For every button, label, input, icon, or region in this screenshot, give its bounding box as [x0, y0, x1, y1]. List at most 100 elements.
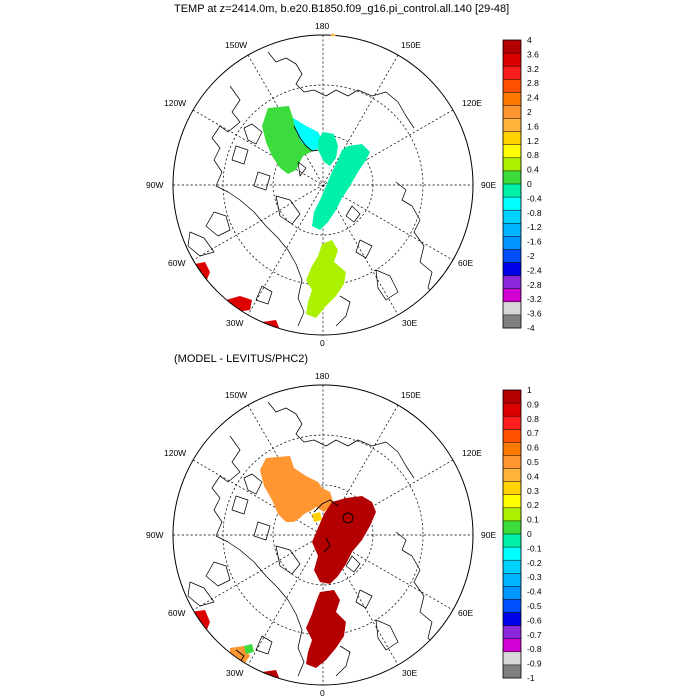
colorbar-box	[503, 416, 521, 430]
top-map-boundary	[172, 34, 474, 336]
colorbar-label: 2.8	[527, 78, 539, 88]
colorbar-box	[503, 573, 521, 587]
colorbar-label: -0.9	[527, 659, 542, 669]
svg-text:60E: 60E	[458, 258, 473, 268]
top-colorbar: 4 3.6 3.2 2.8 2.4 2 1.6 1.2 0.8 0.4 0 -0.4 -0.8 -1.2 -…	[502, 35, 542, 333]
colorbar-box	[503, 314, 521, 329]
colorbar-box	[503, 651, 521, 666]
bottom-colorbar: 1 0.9 0.8 0.7 0.6 0.5 0.4 0.3 0.2 0.1 0 -0.1 -0.2 -0.…	[502, 385, 542, 683]
top-panel-title: TEMP at z=2414.0m, b.e20.B1850.f09_g16.p…	[174, 3, 509, 15]
colorbar-label: -0.7	[527, 630, 542, 640]
svg-text:150E: 150E	[401, 390, 421, 400]
colorbar-box	[503, 118, 521, 132]
svg-text:150W: 150W	[225, 40, 247, 50]
svg-text:60W: 60W	[168, 258, 185, 268]
colorbar-label: 3.6	[527, 49, 539, 59]
top-field-cyan-patch	[293, 118, 322, 151]
colorbar-box	[503, 560, 521, 574]
colorbar-label: 0	[527, 179, 532, 189]
colorbar-label: -0.4	[527, 193, 542, 203]
colorbar-label: 2	[527, 107, 532, 117]
svg-text:90E: 90E	[481, 180, 496, 190]
colorbar-label: -4	[527, 323, 535, 333]
colorbar-label: 0.5	[527, 457, 539, 467]
svg-text:30W: 30W	[226, 668, 243, 678]
colorbar-box	[503, 40, 521, 54]
colorbar-label: -2	[527, 251, 535, 261]
top-map	[173, 35, 473, 335]
colorbar-box	[503, 403, 521, 417]
colorbar-label: 0	[527, 529, 532, 539]
colorbar-box	[503, 197, 521, 211]
svg-text:90E: 90E	[481, 530, 496, 540]
top-field-green-arm	[262, 106, 322, 174]
colorbar-box	[503, 262, 521, 276]
bottom-coastlines	[187, 401, 441, 677]
colorbar-label: 1	[527, 385, 532, 395]
bottom-field-red-ridge	[312, 496, 376, 584]
colorbar-label: -1	[527, 673, 535, 683]
bottom-field-green-lower-left	[244, 644, 254, 654]
bottom-panel: (MODEL - LEVITUS/PHC2)	[146, 353, 542, 698]
svg-text:180: 180	[315, 21, 329, 31]
colorbar-label: 0.8	[527, 150, 539, 160]
colorbar-box	[503, 390, 521, 404]
bottom-difference-field	[186, 381, 376, 682]
colorbar-box	[503, 157, 521, 172]
colorbar-box	[503, 301, 521, 316]
colorbar-box	[503, 507, 521, 522]
colorbar-label: -2.4	[527, 265, 542, 275]
svg-text:150E: 150E	[401, 40, 421, 50]
colorbar-box	[503, 442, 521, 456]
colorbar-label: -0.3	[527, 572, 542, 582]
colorbar-box	[503, 210, 521, 224]
colorbar-box	[503, 547, 521, 561]
top-field-seagreen-upper	[318, 132, 338, 166]
bottom-field-lightcyan	[328, 381, 335, 385]
bottom-field-orange-arm	[260, 456, 326, 522]
svg-text:90W: 90W	[146, 530, 163, 540]
colorbar-box	[503, 236, 521, 250]
bottom-field-yellow-dot	[312, 512, 322, 522]
colorbar-label: -1.6	[527, 237, 542, 247]
colorbar-label: 0.6	[527, 443, 539, 453]
colorbar-label: 4	[527, 35, 532, 45]
colorbar-box	[503, 53, 521, 67]
svg-text:120W: 120W	[164, 448, 186, 458]
svg-text:120W: 120W	[164, 98, 186, 108]
colorbar-label: 0.4	[527, 471, 539, 481]
colorbar-box	[503, 429, 521, 443]
colorbar-box	[503, 455, 521, 469]
svg-text:180: 180	[315, 371, 329, 381]
colorbar-label: 0.7	[527, 428, 539, 438]
colorbar-label: 1.6	[527, 121, 539, 131]
colorbar-box	[503, 92, 521, 106]
colorbar-box	[503, 638, 521, 653]
colorbar-box	[503, 534, 521, 548]
colorbar-box	[503, 625, 521, 640]
colorbar-box	[503, 520, 521, 535]
colorbar-box	[503, 468, 521, 482]
colorbar-label: 1.2	[527, 136, 539, 146]
bottom-map	[173, 381, 473, 685]
top-lon-labels: 180 0 90W 90E 150W 150E 120W 120E 60W 60…	[146, 21, 496, 348]
colorbar-box	[503, 664, 521, 679]
svg-text:30E: 30E	[402, 668, 417, 678]
colorbar-label: -0.1	[527, 543, 542, 553]
colorbar-label: 3.2	[527, 64, 539, 74]
bottom-field-red-lower	[306, 590, 346, 668]
svg-text:0: 0	[320, 688, 325, 698]
colorbar-label: -0.4	[527, 587, 542, 597]
bottom-map-boundary	[172, 384, 474, 686]
svg-text:60W: 60W	[168, 608, 185, 618]
svg-text:150W: 150W	[225, 390, 247, 400]
colorbar-label: -0.2	[527, 558, 542, 568]
svg-text:30W: 30W	[226, 318, 243, 328]
bottom-lon-labels: 180 0 90W 90E 150W 150E 120W 120E 60W 60…	[146, 371, 496, 698]
colorbar-box	[503, 599, 521, 613]
colorbar-box	[503, 223, 521, 237]
colorbar-box	[503, 494, 521, 509]
colorbar-label: -0.5	[527, 601, 542, 611]
colorbar-label: -0.8	[527, 208, 542, 218]
top-zero-contour	[293, 125, 319, 152]
